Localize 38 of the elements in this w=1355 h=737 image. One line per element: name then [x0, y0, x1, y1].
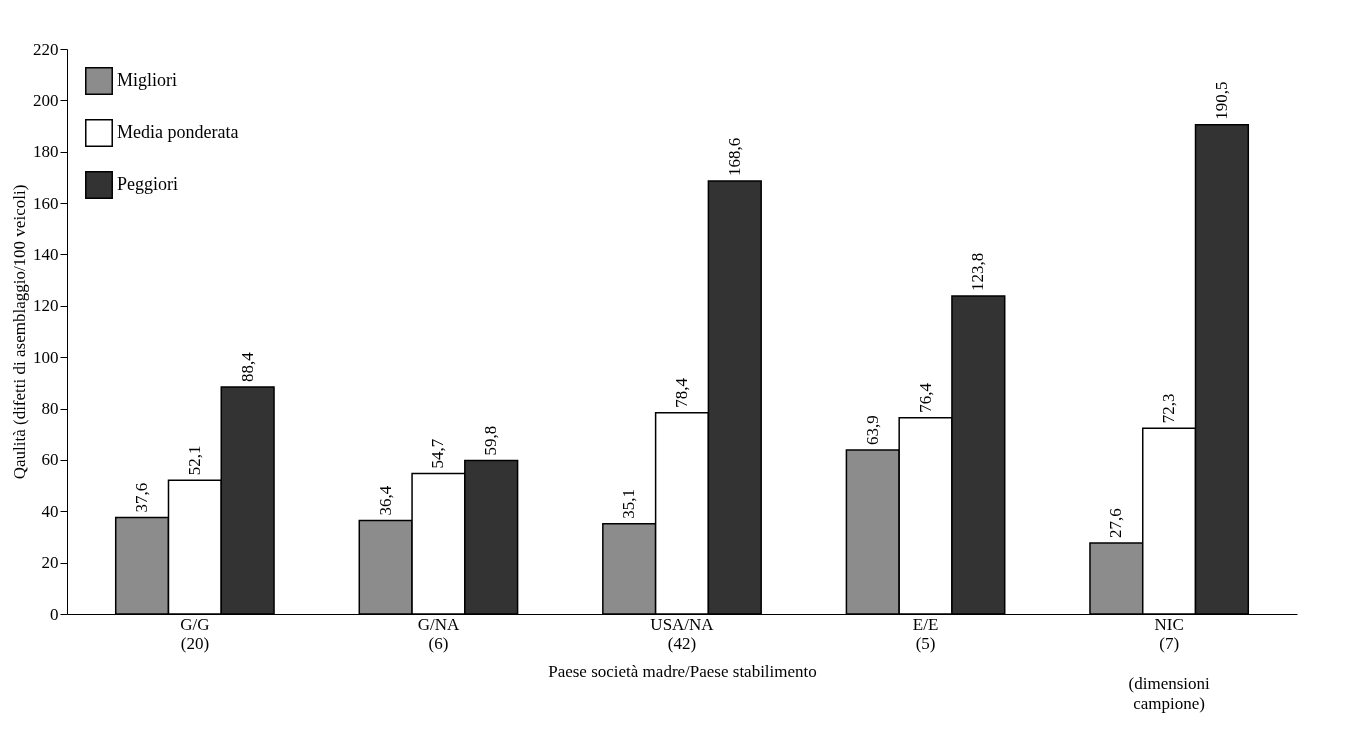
x-tick-label: G/G (20) [180, 614, 210, 653]
y-tick-label: 80 [41, 399, 59, 419]
data-label: 123,8 [968, 252, 988, 292]
legend-label: Media ponderata [117, 122, 239, 142]
legend-label: Peggiori [117, 174, 178, 194]
y-tick-label: 20 [41, 553, 59, 573]
data-label: 35,1 [619, 489, 639, 519]
y-tick-label: 120 [33, 296, 59, 316]
data-label: 36,4 [375, 485, 395, 516]
data-label: 59,8 [481, 425, 501, 456]
y-tick-label: 160 [33, 193, 59, 213]
x-tick-label: G/NA (6) [417, 614, 460, 653]
x-tick-label: USA/NA (42) [650, 614, 715, 653]
y-tick-label: 40 [41, 501, 59, 521]
y-tick-label: 220 [33, 39, 59, 59]
x-axis-title: Paese società madre/Paese stabilimento [548, 661, 817, 681]
data-label: 63,9 [862, 415, 882, 445]
data-label: 168,6 [724, 137, 744, 176]
x-tick-label: NIC (7) [1154, 614, 1184, 653]
y-tick-label: 60 [41, 450, 59, 470]
data-label: 52,1 [184, 445, 204, 476]
y-tick-label: 180 [33, 142, 59, 162]
text: (dimensioni campione) [1128, 674, 1211, 713]
data-label: 190,5 [1211, 81, 1231, 120]
x-tick-label: E/E (5) [912, 614, 939, 653]
y-tick-label: 100 [33, 347, 59, 367]
y-axis-title: Qaulità (difetti di asemblaggio/100 veicoli) [10, 184, 29, 480]
legend-label: Migliori [117, 70, 178, 90]
y-tick-label: 140 [33, 244, 59, 264]
data-label: 54,7 [428, 438, 448, 469]
data-label: 37,6 [132, 482, 152, 513]
data-label: 76,4 [915, 382, 935, 413]
data-label: 27,6 [1106, 508, 1126, 539]
y-tick-label: 0 [50, 604, 59, 624]
data-label: 72,3 [1159, 393, 1179, 424]
data-label: 78,4 [672, 377, 691, 408]
y-tick-label: 200 [33, 90, 59, 110]
data-label: 88,4 [237, 351, 257, 382]
